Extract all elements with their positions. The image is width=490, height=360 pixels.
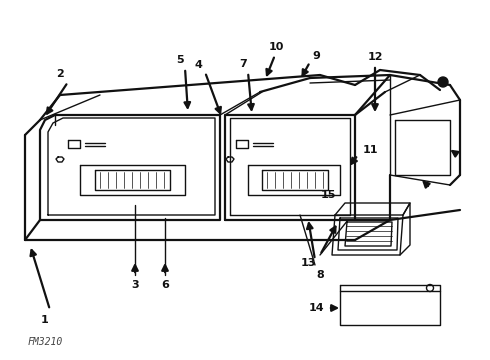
Text: 14: 14 [308, 303, 324, 313]
Text: 12: 12 [367, 52, 383, 62]
Text: 8: 8 [316, 270, 324, 280]
Text: 10: 10 [269, 42, 284, 52]
Text: FM3210: FM3210 [28, 337, 63, 347]
Text: 13: 13 [300, 258, 316, 268]
Text: 3: 3 [131, 280, 139, 290]
Text: 2: 2 [56, 69, 64, 79]
Text: 7: 7 [239, 59, 247, 69]
Text: 11: 11 [362, 145, 378, 155]
Text: 6: 6 [161, 280, 169, 290]
Text: 9: 9 [312, 51, 320, 61]
Text: 5: 5 [176, 55, 184, 65]
Text: 15: 15 [320, 190, 336, 200]
Text: 4: 4 [194, 60, 202, 70]
Circle shape [438, 77, 448, 87]
Text: 1: 1 [41, 315, 49, 325]
